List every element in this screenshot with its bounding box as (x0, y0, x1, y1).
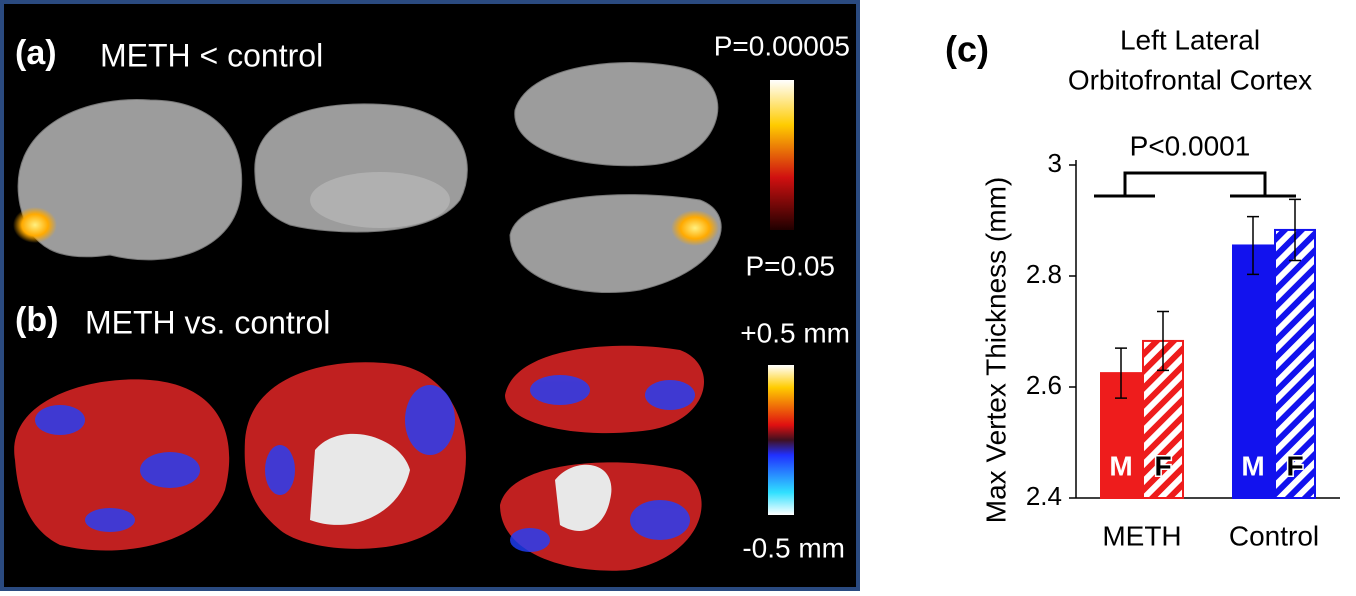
bar-chart: (c) Left Lateral Orbitofrontal Cortex Ma… (945, 24, 1340, 551)
scale-label: P=0.00005 (714, 30, 850, 61)
scale-label: +0.5 mm (740, 317, 850, 348)
y-tick-label: 2.8 (1026, 259, 1062, 289)
x-tick-label: Control (1229, 520, 1319, 551)
panel-label: (a) (15, 34, 57, 72)
y-tick-label: 2.6 (1026, 370, 1062, 400)
y-tick-label: 3 (1048, 148, 1062, 178)
colorbar-a (770, 80, 794, 230)
colorbar-b (768, 365, 794, 515)
bar-series-label: M (1109, 450, 1132, 481)
significance-bracket (1094, 173, 1296, 196)
y-tick-label: 2.4 (1026, 481, 1062, 511)
scale-label: -0.5 mm (742, 532, 845, 563)
panel-label: (c) (945, 29, 989, 70)
x-tick-label: METH (1102, 520, 1181, 551)
figure: (a) METH < control P=0.00005 P=0.05 (b) … (0, 0, 1356, 591)
y-axis-label: Max Vertex Thickness (mm) (980, 177, 1011, 523)
chart-title: Left Lateral (1120, 24, 1260, 55)
panel-label: (b) (15, 301, 58, 339)
panel-title: METH vs. control (85, 304, 330, 340)
bar-series-label: F (1286, 450, 1303, 481)
scale-label: P=0.05 (745, 250, 835, 281)
bar-series-label: M (1241, 450, 1264, 481)
annotation: P<0.0001 (1130, 130, 1251, 161)
chart-title: Orbitofrontal Cortex (1068, 64, 1312, 95)
panel-title: METH < control (100, 37, 323, 73)
bar-series-label: F (1154, 450, 1171, 481)
